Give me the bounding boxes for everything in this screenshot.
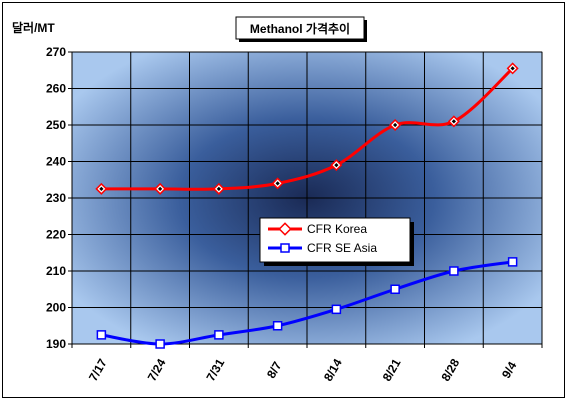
- point-core-0-2: [216, 186, 221, 191]
- y-tick-label: 230: [46, 191, 66, 205]
- x-tick-label: 8/21: [380, 356, 404, 384]
- title-box-shadow-bottom: [239, 39, 367, 42]
- y-tick-label: 200: [46, 301, 66, 315]
- legend-label-korea: CFR Korea: [307, 222, 367, 236]
- point-1-1: [155, 339, 165, 349]
- x-tick-label: 7/24: [145, 356, 169, 384]
- legend: CFR Korea CFR SE Asia: [259, 217, 414, 266]
- y-tick-label: 190: [46, 337, 66, 351]
- point-1-3: [272, 321, 283, 331]
- point-core-0-4: [334, 163, 339, 168]
- point-core-0-1: [158, 186, 163, 191]
- point-1-5: [390, 284, 400, 294]
- title-box-shadow: [364, 20, 367, 42]
- point-1-7: [507, 257, 518, 267]
- legend-marker-seasia: [280, 243, 290, 253]
- x-tick-label: 8/7: [264, 359, 285, 381]
- y-tick-label: 210: [46, 264, 66, 278]
- y-axis-tick-labels: 190 200 210 220 230 240 250 260 270: [46, 45, 66, 351]
- y-tick-label: 220: [46, 228, 66, 242]
- point-1-2: [214, 330, 224, 340]
- point-1-6: [449, 266, 459, 276]
- x-axis-tick-labels: 7/17 7/24 7/31 8/7 8/14 8/21 8/28 9/4: [86, 356, 520, 384]
- y-tick-label: 240: [46, 155, 66, 169]
- point-core-0-0: [99, 186, 104, 191]
- series-line-1: [101, 260, 513, 346]
- y-tick-label: 250: [46, 118, 66, 132]
- point-1-0: [96, 330, 107, 340]
- x-tick-label: 7/17: [86, 356, 110, 384]
- y-axis-label: 달러/MT: [12, 20, 55, 35]
- x-tick-label: 7/31: [204, 356, 228, 384]
- point-core-0-3: [275, 181, 280, 186]
- y-tick-label: 260: [46, 82, 66, 96]
- point-1-4: [331, 304, 342, 315]
- y-tick-label: 270: [46, 45, 66, 59]
- x-tick-label: 8/14: [321, 356, 345, 384]
- series-layer: [95, 62, 519, 349]
- x-tick-label: 9/4: [499, 359, 520, 381]
- legend-label-seasia: CFR SE Asia: [307, 241, 377, 255]
- chart-title: Methanol 가격추이: [250, 21, 350, 36]
- legend-marker-korea: [278, 222, 292, 236]
- x-tick-label: 8/28: [439, 356, 463, 384]
